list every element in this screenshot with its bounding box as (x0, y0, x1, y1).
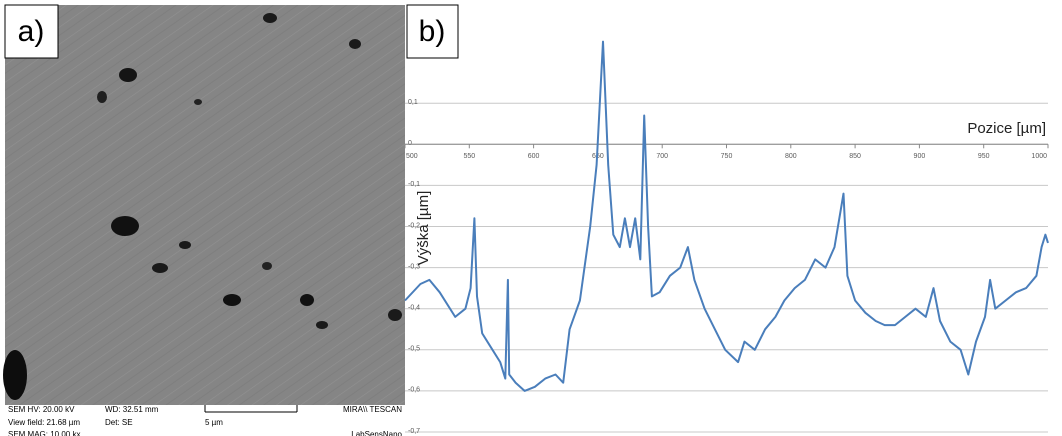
y-tick-label: -0,2 (408, 222, 420, 229)
pore (119, 68, 137, 82)
x-tick-label: 1000 (1031, 153, 1047, 160)
pore (349, 39, 361, 49)
info-text: View field: 21.68 µm (8, 418, 80, 427)
pore (262, 262, 272, 270)
info-texts: SEM HV: 20.00 kV WD: 32.51 mm MIRA\\ TESCA… (8, 405, 403, 436)
info-text: LabSensNano (351, 430, 402, 436)
panel-label: a) (18, 15, 45, 48)
y-tick-label: 0,1 (408, 99, 418, 106)
pore (223, 294, 241, 306)
pore (3, 350, 27, 400)
pore (300, 294, 314, 306)
pore (316, 321, 328, 329)
info-text: WD: 32.51 mm (105, 405, 159, 414)
y-tick-label: -0,4 (408, 305, 420, 312)
y-tick-label: -0,1 (408, 181, 420, 188)
pore (152, 263, 168, 273)
pore (263, 13, 277, 23)
y-axis-label: Výška [µm] (415, 191, 432, 266)
info-text: 5 µm (205, 418, 223, 427)
label-box (4, 4, 59, 59)
x-tick-label: 500 (406, 153, 418, 160)
sem-image (3, 5, 405, 405)
x-tick-label: 550 (463, 153, 475, 160)
x-tick-label: 750 (721, 153, 733, 160)
pore (97, 91, 107, 103)
info-text: MIRA\\ TESCAN (343, 405, 402, 414)
y-tick-label: -0,6 (408, 387, 420, 394)
y-tick-label: -0,7 (408, 428, 420, 435)
x-tick-label: 950 (978, 153, 990, 160)
y-tick-label: 0 (408, 140, 412, 147)
x-tick-label: 700 (656, 153, 668, 160)
pore (388, 309, 402, 321)
data-line (404, 40, 1049, 392)
pore (194, 99, 202, 105)
pore (111, 216, 139, 236)
x-tick-label: 900 (914, 153, 926, 160)
info-text: SEM MAG: 10.00 kx (8, 430, 80, 436)
scale-bar (204, 405, 298, 413)
line-chart: 0,1 0 -0,1 -0,2 -0,3 -0,4 -0,5 -0,6 -0,7 500 550 60… (404, 40, 1049, 435)
x-tick-label: 850 (849, 153, 861, 160)
x-axis-label: Pozice [µm] (967, 120, 1046, 137)
info-text: Det: SE (105, 418, 133, 427)
panel-label: b) (419, 15, 446, 48)
x-tick-label: 800 (785, 153, 797, 160)
y-tick-label: -0,3 (408, 263, 420, 270)
label-box (406, 4, 459, 59)
pore (179, 241, 191, 249)
x-tick-label: 600 (528, 153, 540, 160)
y-tick-label: -0,5 (408, 346, 420, 353)
info-text: SEM HV: 20.00 kV (8, 405, 75, 414)
